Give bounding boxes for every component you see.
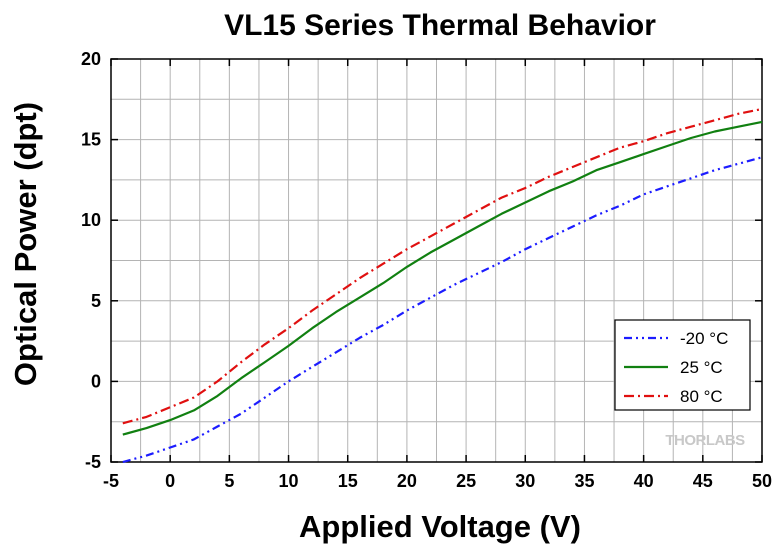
y-tick-label: 0 [91,371,101,391]
y-axis-tick-labels: -5 0 5 10 15 20 [81,49,101,472]
x-axis-tick-labels: -5 0 5 10 15 20 25 30 35 40 45 50 [103,471,772,491]
y-tick-label: 10 [81,210,101,230]
x-tick-label: 0 [165,471,175,491]
legend-label: 25 °C [680,358,723,377]
x-tick-label: -5 [103,471,119,491]
y-tick-label: 20 [81,49,101,69]
x-tick-label: 25 [456,471,476,491]
x-tick-label: 30 [515,471,535,491]
legend: -20 °C 25 °C 80 °C [614,319,751,411]
x-tick-label: 40 [634,471,654,491]
x-tick-label: 20 [397,471,417,491]
series-line-80 [122,107,763,425]
data-series [122,107,763,464]
plot-area-frame [110,58,763,463]
chart-title: VL15 Series Thermal Behavior [224,9,656,42]
x-axis-label: Applied Voltage (V) [299,509,581,544]
thorlabs-watermark: THORLABS [665,432,745,449]
series-line-neg20 [122,156,763,464]
x-tick-label: 15 [338,471,358,491]
series-line-25 [122,120,763,436]
y-tick-label: 5 [91,291,101,311]
x-tick-label: 5 [224,471,234,491]
x-tick-label: 50 [752,471,772,491]
x-tick-label: 35 [574,471,594,491]
x-tick-label: 45 [693,471,713,491]
y-tick-label: -5 [85,452,101,472]
legend-label: 80 °C [680,387,723,406]
legend-box [614,319,751,411]
y-tick-label: 15 [81,130,101,150]
legend-label: -20 °C [680,329,728,348]
x-tick-label: 10 [279,471,299,491]
y-axis-label: Optical Power (dpt) [8,102,43,386]
axis-ticks [110,58,763,463]
